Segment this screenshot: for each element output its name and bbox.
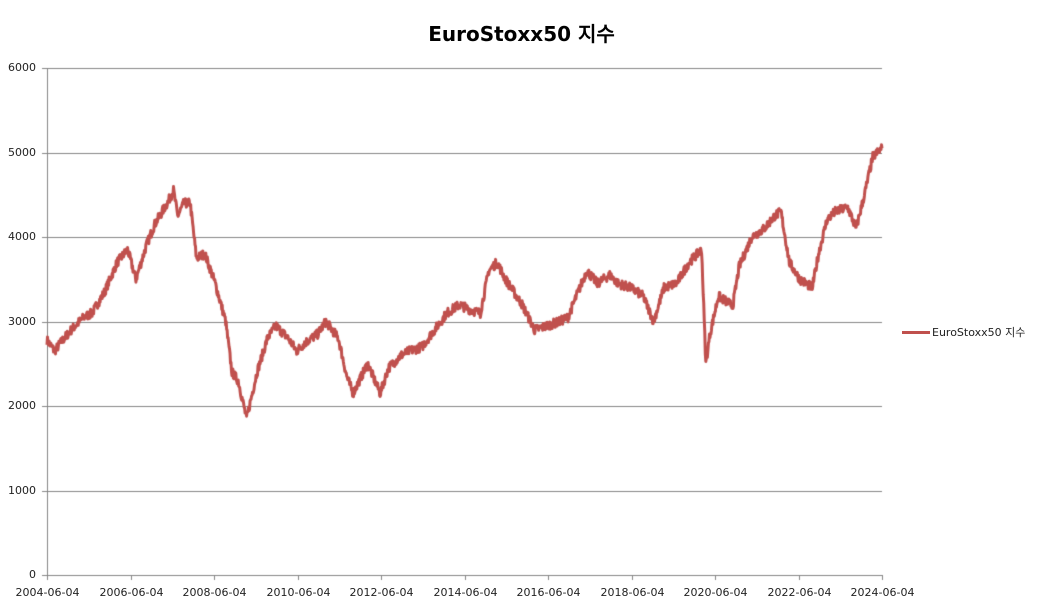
- legend-label: EuroStoxx50 지수: [932, 326, 1026, 339]
- x-tick-label: 2010-06-04: [266, 586, 331, 599]
- y-tick-label: 0: [29, 567, 36, 581]
- legend-line-swatch-icon: [902, 330, 930, 334]
- x-tick-label: 2008-06-04: [182, 586, 247, 599]
- y-tick-label: 6000: [8, 60, 36, 74]
- y-tick-label: 5000: [8, 145, 36, 159]
- x-tick-label: 2004-06-04: [15, 586, 80, 599]
- y-tick-label: 4000: [8, 229, 36, 243]
- x-tick-label: 2024-06-04: [850, 586, 915, 599]
- y-tick-label: 3000: [8, 314, 36, 328]
- y-tick-label: 1000: [8, 483, 36, 497]
- x-tick-label: 2020-06-04: [683, 586, 748, 599]
- x-tick-label: 2012-06-04: [349, 586, 414, 599]
- x-tick-label: 2014-06-04: [433, 586, 498, 599]
- x-tick-label: 2006-06-04: [99, 586, 164, 599]
- x-tick-label: 2022-06-04: [767, 586, 832, 599]
- y-tick-label: 2000: [8, 398, 36, 412]
- x-tick-label: 2018-06-04: [600, 586, 665, 599]
- legend: EuroStoxx50 지수: [902, 324, 1025, 340]
- x-tick-label: 2016-06-04: [516, 586, 581, 599]
